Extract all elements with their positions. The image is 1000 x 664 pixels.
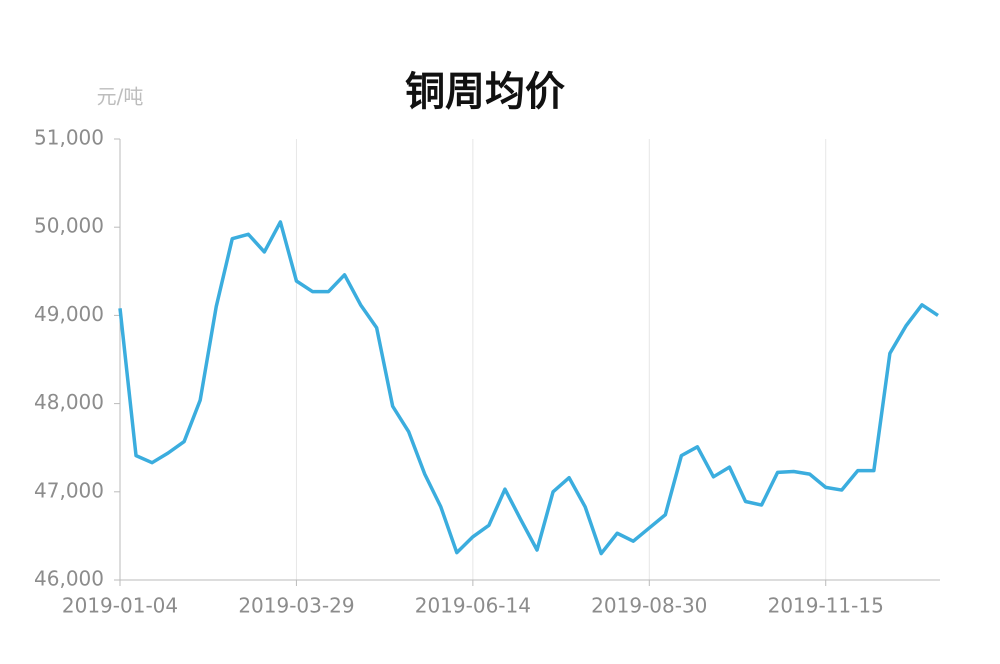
y-axis-label: 元/吨: [97, 85, 144, 109]
y-tick-label: 46,000: [34, 567, 104, 591]
x-tick-label: 2019-11-15: [768, 594, 884, 618]
x-tick-label: 2019-03-29: [238, 594, 354, 618]
x-tick-label: 2019-01-04: [62, 594, 178, 618]
chart-title: 铜周均价: [405, 69, 565, 115]
y-tick-label: 49,000: [34, 302, 104, 326]
y-tick-label: 50,000: [34, 214, 104, 238]
y-tick-label: 48,000: [34, 390, 104, 414]
x-tick-label: 2019-06-14: [415, 594, 531, 618]
data-line: [118, 220, 939, 556]
x-tick-label: 2019-08-30: [591, 594, 707, 618]
y-tick-label: 51,000: [34, 126, 104, 150]
y-tick-label: 47,000: [34, 478, 104, 502]
